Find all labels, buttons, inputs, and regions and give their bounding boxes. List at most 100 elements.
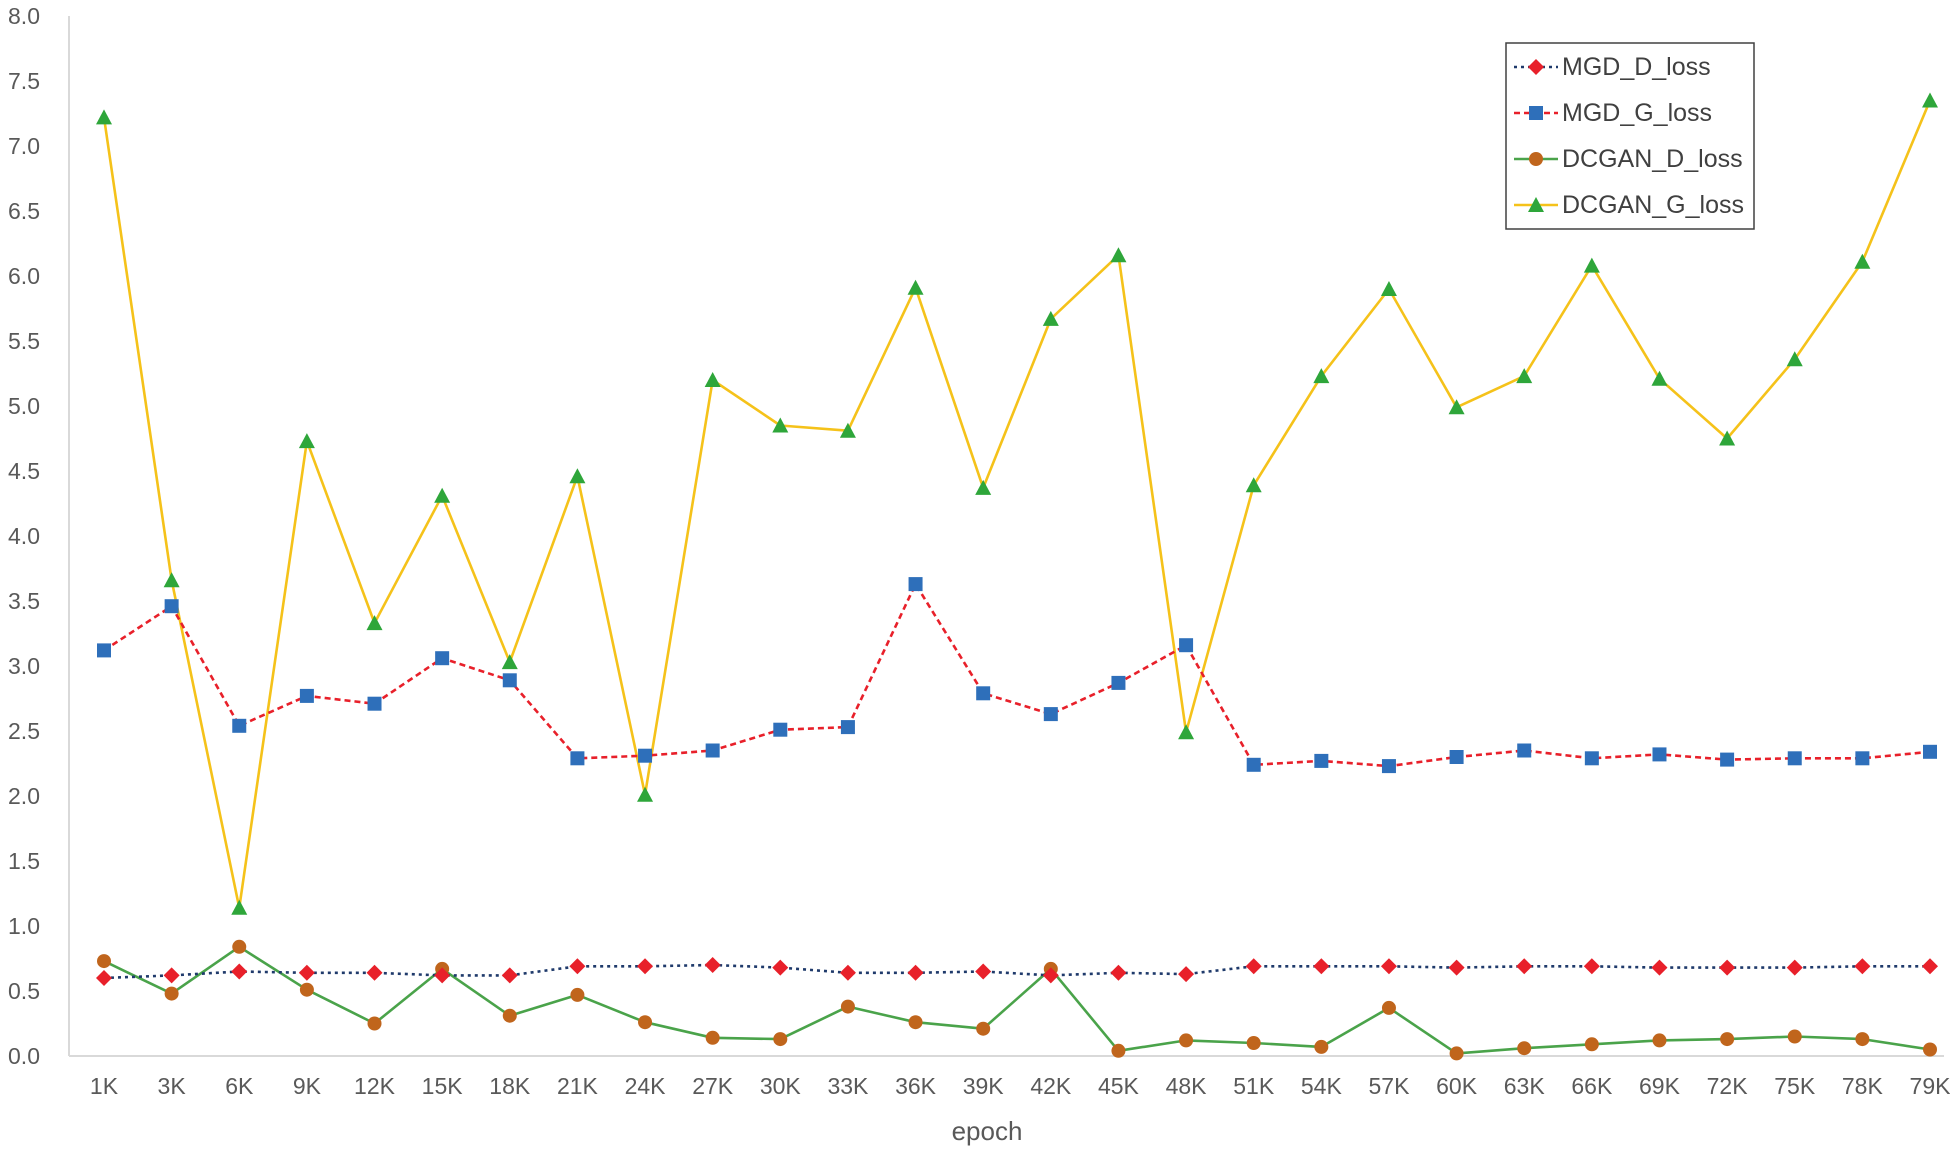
x-tick-label: 33K [827, 1073, 869, 1099]
data-point [1110, 247, 1127, 263]
data-point [299, 688, 314, 703]
data-point [1448, 959, 1465, 976]
data-point [1923, 744, 1937, 759]
x-tick-label: 45K [1098, 1073, 1140, 1099]
legend-label: DCGAN_D_loss [1562, 145, 1743, 173]
data-point [163, 967, 180, 984]
data-point [839, 422, 856, 438]
data-point [232, 718, 247, 733]
data-point [1584, 1037, 1599, 1052]
data-point [1245, 477, 1262, 493]
data-point [1449, 1046, 1464, 1061]
legend-item-dcgan-d-loss: DCGAN_D_loss [1514, 145, 1743, 173]
data-point [637, 786, 654, 802]
data-point [704, 957, 721, 973]
data-point [1314, 1039, 1329, 1054]
data-point [299, 982, 314, 997]
data-point [1178, 724, 1195, 740]
x-axis-title: epoch [952, 1116, 1023, 1146]
x-tick-label: 9K [293, 1073, 322, 1099]
data-point [907, 279, 924, 295]
legend-label: MGD_G_loss [1562, 99, 1712, 127]
data-point [1786, 959, 1803, 976]
data-point [1111, 1043, 1126, 1058]
data-point [570, 751, 585, 766]
data-point [1179, 638, 1194, 653]
data-point [96, 970, 112, 986]
legend-marker [1528, 59, 1544, 75]
y-tick-label: 3.5 [8, 588, 40, 614]
x-tick-label: 15K [422, 1073, 464, 1099]
data-point [1380, 281, 1397, 296]
x-tick-label: 57K [1368, 1073, 1410, 1099]
data-point [1517, 743, 1532, 758]
data-point [907, 964, 924, 981]
data-point [772, 417, 789, 433]
data-point [1922, 958, 1938, 975]
data-point [705, 743, 720, 758]
data-point [1179, 1033, 1194, 1048]
series-mgd-d-loss [96, 957, 1938, 986]
data-point [570, 987, 585, 1002]
legend-label: MGD_D_loss [1562, 53, 1711, 81]
data-point [1449, 750, 1464, 764]
x-tick-label: 63K [1504, 1073, 1546, 1099]
data-point [1652, 747, 1667, 762]
data-point [976, 1021, 991, 1036]
data-point [839, 964, 856, 981]
x-tick-label: 60K [1436, 1073, 1478, 1099]
data-point [367, 1016, 382, 1031]
data-point [840, 999, 855, 1014]
y-tick-label: 8.0 [8, 3, 40, 29]
data-point [501, 967, 518, 984]
legend-marker [1528, 197, 1544, 212]
data-point [772, 959, 789, 976]
x-tick-label: 75K [1774, 1073, 1816, 1099]
legend-item-mgd-g-loss: MGD_G_loss [1514, 99, 1712, 127]
x-tick-label: 6K [225, 1073, 254, 1099]
x-tick-label: 69K [1639, 1073, 1681, 1099]
data-point [704, 372, 721, 387]
data-point [1583, 257, 1600, 273]
data-point [97, 954, 111, 969]
x-tick-label: 66K [1571, 1073, 1613, 1099]
data-point [1786, 351, 1803, 367]
legend-label: DCGAN_G_loss [1562, 191, 1744, 219]
data-point [1651, 959, 1668, 976]
data-point [1516, 368, 1533, 384]
data-point [1042, 967, 1059, 984]
data-point [1380, 958, 1397, 975]
data-point [1720, 752, 1735, 767]
data-point [96, 109, 112, 125]
y-tick-label: 7.5 [8, 68, 40, 94]
data-point [366, 615, 383, 631]
series-line [103, 582, 1931, 768]
x-tick-label: 24K [625, 1073, 667, 1099]
series-group [96, 92, 1938, 1061]
data-point [840, 720, 855, 735]
y-tick-label: 4.0 [8, 523, 40, 549]
data-point [976, 686, 991, 701]
data-point [1854, 253, 1871, 269]
x-tick-label: 42K [1030, 1073, 1072, 1099]
legend-item-mgd-d-loss: MGD_D_loss [1514, 53, 1711, 81]
series-dcgan-d-loss [97, 939, 1937, 1061]
y-tick-label: 4.5 [8, 458, 40, 484]
x-tick-label: 79K [1910, 1073, 1950, 1099]
data-point [1042, 310, 1059, 326]
x-tick-label: 54K [1301, 1073, 1343, 1099]
data-point [1313, 368, 1330, 384]
data-point [1313, 958, 1330, 975]
data-point [434, 967, 451, 984]
series-line [103, 945, 1931, 1055]
data-point [1923, 1042, 1937, 1057]
data-point [1448, 399, 1465, 415]
data-point [298, 964, 315, 981]
x-tick-label: 39K [963, 1073, 1005, 1099]
data-point [367, 696, 382, 711]
data-point [1584, 751, 1599, 766]
y-tick-label: 6.0 [8, 263, 40, 289]
data-point [1245, 958, 1262, 975]
series-dcgan-g-loss [96, 92, 1938, 915]
